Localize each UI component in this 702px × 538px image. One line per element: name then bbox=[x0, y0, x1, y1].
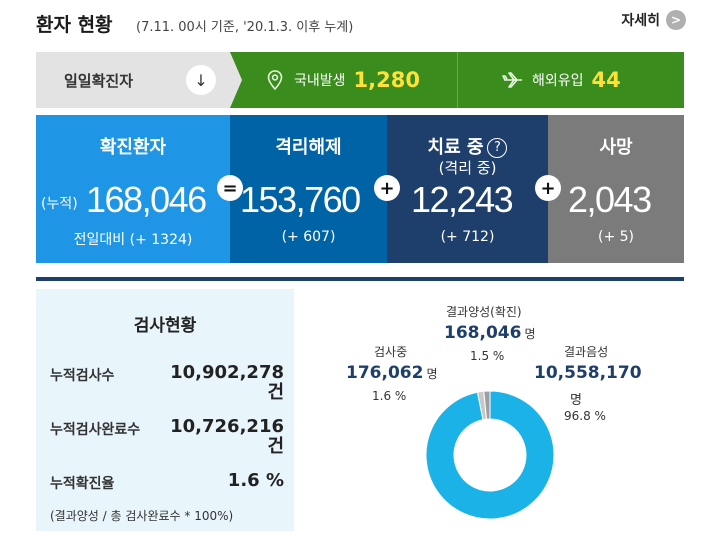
negative-unit: 명 bbox=[570, 393, 582, 408]
card-released-title: 격리해제 bbox=[275, 137, 342, 158]
plus-icon: + bbox=[374, 175, 400, 201]
label-notch bbox=[230, 52, 242, 108]
daily-overseas: 해외유입 44 bbox=[457, 52, 684, 108]
card-treatment-title: 치료 중? bbox=[387, 133, 548, 159]
daily-confirmed-bar: 일일확진자 ↓ 국내발생 1,280 해외유입 44 bbox=[36, 52, 684, 108]
testing-percent: 1.6 % bbox=[372, 389, 407, 403]
test-status-title: 검사현황 bbox=[133, 316, 197, 336]
positive-label: 결과양성(확진) bbox=[446, 305, 522, 319]
card-confirmed-title: 확진환자 bbox=[99, 137, 167, 158]
card-treatment-value: 12,243 bbox=[411, 179, 514, 220]
plus-icon: + bbox=[535, 175, 561, 201]
test-status-panel: 검사현황 누적검사수 10,902,278 건 누적검사완료수 10,726,2… bbox=[36, 289, 294, 531]
card-deaths-title: 사망 bbox=[599, 137, 633, 158]
card-confirmed: 확진환자 (누적) 168,046 전일대비 (+ 1324) bbox=[36, 115, 230, 263]
test-result-chart: 결과양성(확진) 168,046 명 1.5 % 검사중 176,062 명 1.6… bbox=[296, 289, 684, 531]
test-row-value: 10,902,278 건 bbox=[170, 363, 284, 403]
test-row-value: 10,726,216 건 bbox=[170, 417, 284, 457]
section-divider bbox=[36, 277, 684, 281]
test-row-number: 10,902,278 bbox=[170, 362, 284, 383]
test-row-label: 누적확진율 bbox=[50, 476, 115, 492]
card-treatment: 치료 중? (격리 중) 12,243 (+ 712) bbox=[387, 115, 548, 263]
negative-value: 10,558,170 bbox=[534, 363, 642, 383]
page-title: 환자 현황 bbox=[36, 14, 113, 36]
card-deaths-change: (+ 5) bbox=[597, 229, 634, 245]
negative-percent: 96.8 % bbox=[564, 409, 606, 423]
page-header: 환자 현황 (7.11. 00시 기준, '20.1.3. 이후 누계) 자세히… bbox=[36, 8, 686, 38]
positive-value: 168,046 bbox=[444, 323, 522, 343]
card-released: 격리해제 153,760 (+ 607) bbox=[230, 115, 387, 263]
equals-icon: = bbox=[217, 175, 243, 201]
positive-unit: 명 bbox=[524, 327, 536, 341]
card-deaths-value: 2,043 bbox=[568, 179, 652, 220]
card-treatment-title-text: 치료 중 bbox=[427, 137, 484, 158]
daily-overseas-label: 해외유입 bbox=[532, 73, 584, 89]
card-confirmed-value: 168,046 bbox=[86, 179, 207, 220]
detail-link[interactable]: 자세히 > bbox=[621, 10, 686, 30]
daily-domestic-value: 1,280 bbox=[353, 68, 420, 92]
positive-percent: 1.5 % bbox=[470, 349, 505, 363]
donut-chart bbox=[425, 390, 555, 520]
testing-value: 176,062 bbox=[346, 363, 424, 383]
help-icon[interactable]: ? bbox=[487, 137, 508, 158]
testing-value-line: 176,062 명 bbox=[346, 363, 437, 383]
airplane-icon bbox=[502, 71, 524, 89]
card-confirmed-change: 전일대비 (+ 1324) bbox=[73, 232, 193, 248]
test-row-unit: 건 bbox=[267, 436, 284, 457]
daily-overseas-value: 44 bbox=[591, 68, 621, 92]
location-pin-icon bbox=[264, 70, 286, 90]
arrow-down-icon[interactable]: ↓ bbox=[186, 65, 216, 95]
test-row-unit: 건 bbox=[267, 382, 284, 403]
test-status-note: (결과양성 / 총 검사완료수 * 100%) bbox=[50, 509, 234, 523]
test-row-number: 10,726,216 bbox=[170, 416, 284, 437]
positive-value-line: 168,046 명 bbox=[444, 323, 535, 343]
daily-domestic-label: 국내발생 bbox=[294, 73, 346, 89]
test-row-value: 1.6 % bbox=[227, 470, 284, 491]
testing-unit: 명 bbox=[426, 367, 438, 381]
daily-confirmed-label-box: 일일확진자 ↓ bbox=[36, 52, 242, 108]
chevron-right-icon[interactable]: > bbox=[666, 10, 686, 30]
donut-slice-negative bbox=[425, 390, 555, 520]
test-row-label: 누적검사수 bbox=[50, 368, 115, 384]
card-confirmed-prefix: (누적) bbox=[41, 196, 78, 212]
card-released-value: 153,760 bbox=[240, 179, 361, 220]
detail-label[interactable]: 자세히 bbox=[621, 13, 660, 29]
card-deaths: 사망 2,043 (+ 5) bbox=[548, 115, 684, 263]
test-row-label: 누적검사완료수 bbox=[50, 422, 141, 438]
negative-label: 결과음성 bbox=[564, 345, 609, 359]
card-treatment-subtitle: (격리 중) bbox=[438, 159, 497, 177]
daily-domestic: 국내발생 1,280 bbox=[230, 52, 457, 108]
card-treatment-change: (+ 712) bbox=[440, 229, 495, 245]
status-cards: 확진환자 (누적) 168,046 전일대비 (+ 1324) 격리해제 153… bbox=[36, 115, 684, 263]
daily-confirmed-label: 일일확진자 bbox=[64, 71, 134, 90]
card-released-change: (+ 607) bbox=[281, 229, 336, 245]
page-subtitle: (7.11. 00시 기준, '20.1.3. 이후 누계) bbox=[136, 20, 354, 35]
testing-label: 검사중 bbox=[374, 345, 408, 359]
